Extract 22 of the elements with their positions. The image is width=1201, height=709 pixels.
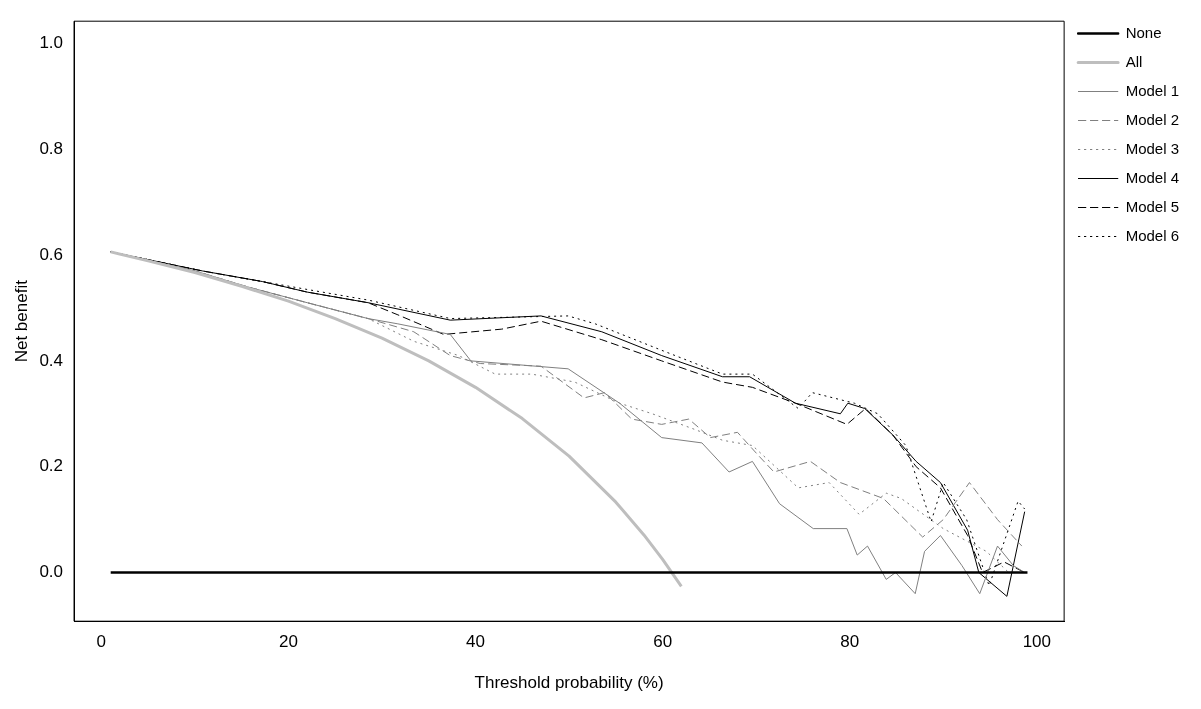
y-tick-label: 0.4 xyxy=(39,350,64,370)
legend-label: None xyxy=(1125,23,1162,41)
y-tick-label: 0.6 xyxy=(39,244,64,264)
legend-label: Model 1 xyxy=(1125,81,1180,99)
legend-label: All xyxy=(1125,52,1143,70)
legend-label: Model 6 xyxy=(1125,226,1180,244)
x-tick-label: 40 xyxy=(466,632,485,652)
y-tick-label: 0.0 xyxy=(39,562,64,582)
y-tick-label: 0.8 xyxy=(39,138,64,158)
x-tick-label: 80 xyxy=(840,632,860,652)
x-tick-label: 20 xyxy=(278,632,298,652)
x-tick-label: 60 xyxy=(653,632,673,652)
y-axis-title: Net benefit xyxy=(11,279,31,363)
x-tick-label: 100 xyxy=(1022,632,1052,652)
legend-label: Model 5 xyxy=(1125,197,1180,215)
y-tick-label: 0.2 xyxy=(39,456,64,476)
y-tick-label: 1.0 xyxy=(39,33,64,53)
legend-label: Model 2 xyxy=(1125,110,1180,128)
legend-label: Model 4 xyxy=(1125,168,1180,186)
legend-label: Model 3 xyxy=(1125,139,1180,157)
x-tick-label: 0 xyxy=(96,632,107,652)
x-axis-title: Threshold probability (%) xyxy=(474,673,664,693)
